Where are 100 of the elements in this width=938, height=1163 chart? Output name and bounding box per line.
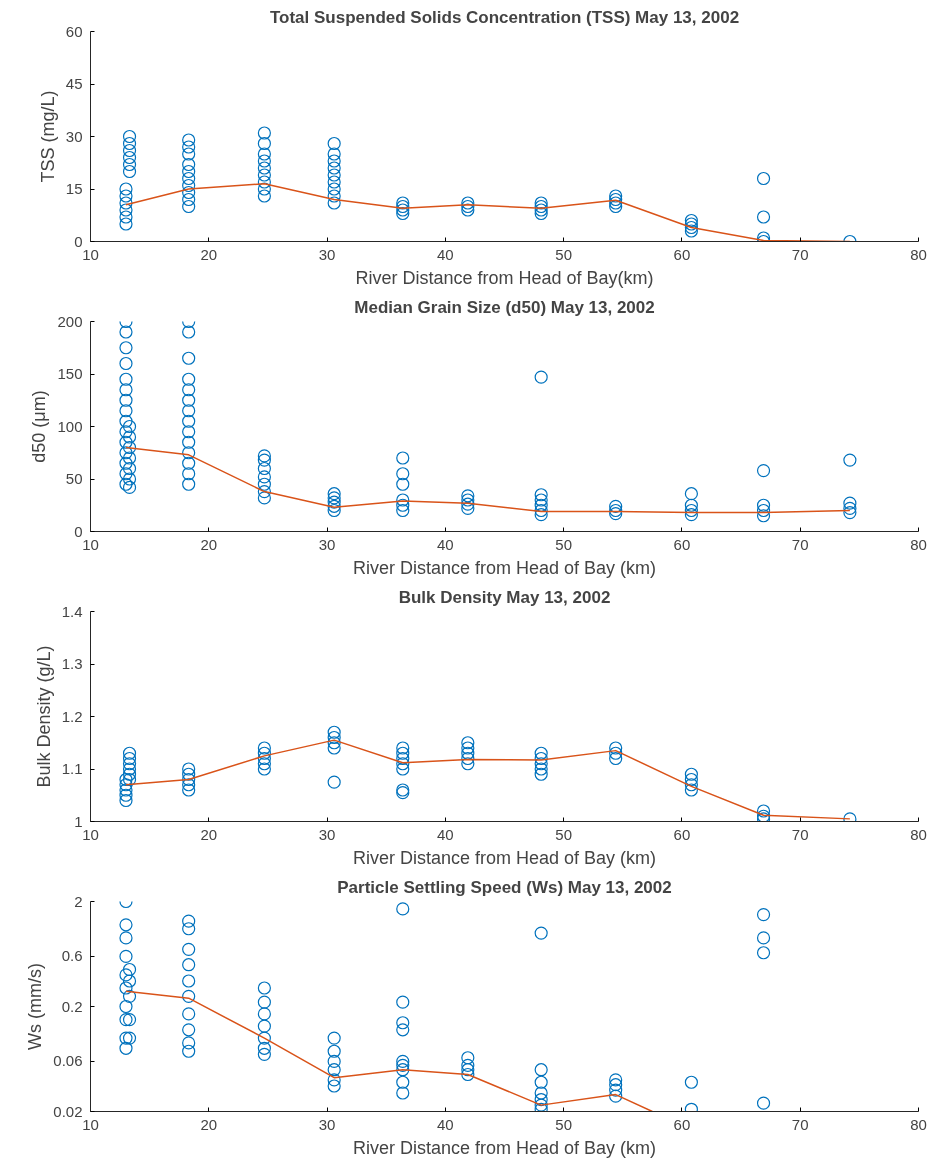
x-tick-label: 30 — [318, 245, 336, 263]
x-tick-label: 60 — [673, 825, 691, 843]
x-tick-label: 40 — [437, 825, 454, 843]
point — [756, 804, 771, 818]
x-tick-label: 80 — [910, 825, 927, 843]
y-tick-label: 0.2 — [61, 997, 83, 1015]
x-axis-title: River Distance from Head of Bay (km) — [352, 557, 657, 578]
point — [327, 730, 341, 745]
y-tick-label: 200 — [57, 312, 83, 330]
x-tick-label: 10 — [82, 535, 99, 553]
point — [396, 762, 410, 776]
point — [534, 757, 548, 771]
line-series — [125, 739, 851, 820]
point — [534, 746, 548, 760]
x-tick-label: 20 — [200, 245, 218, 263]
point — [396, 746, 410, 760]
point — [119, 783, 133, 797]
x-axis-title: River Distance from Head of Bay (km) — [352, 847, 657, 868]
x-tick-label: 70 — [791, 825, 809, 843]
point — [119, 778, 133, 792]
x-tick-label: 80 — [910, 245, 927, 263]
point — [122, 757, 137, 771]
point — [327, 725, 341, 739]
point — [461, 741, 475, 755]
point — [122, 762, 137, 776]
point — [182, 778, 196, 792]
point — [257, 762, 271, 776]
x-tick-label: 50 — [555, 245, 572, 263]
point — [182, 762, 196, 776]
chart-title: Particle Settling Speed (Ws) May 13, 2002 — [337, 877, 672, 897]
chart-title: Total Suspended Solids Concentration (TSS) May 13, 2002 — [269, 7, 740, 27]
point — [119, 788, 133, 802]
x-tick-label: 50 — [555, 535, 572, 553]
y-tick-label: 0.02 — [53, 1102, 83, 1120]
x-tick-label: 40 — [437, 1115, 454, 1133]
x-tick-label: 70 — [791, 245, 809, 263]
y-axis-title: Bulk Density (g/L) — [33, 645, 54, 788]
point — [257, 741, 271, 755]
point — [119, 793, 133, 808]
point — [609, 741, 623, 755]
point — [396, 751, 410, 766]
y-axis-title: d50 (μm) — [29, 390, 50, 463]
x-tick-label: 70 — [791, 535, 809, 553]
y-tick-label: 0.06 — [53, 1052, 83, 1070]
point — [327, 736, 341, 750]
x-tick-label: 30 — [318, 535, 336, 553]
y-tick-label: 0 — [74, 522, 83, 540]
y-tick-label: 50 — [65, 470, 83, 487]
point — [461, 746, 475, 760]
point — [122, 767, 137, 781]
x-tick-label: 10 — [82, 1115, 99, 1133]
point — [182, 772, 196, 787]
y-tick-label: 0 — [74, 232, 83, 250]
y-tick-label: 150 — [57, 365, 83, 382]
x-tick-label: 80 — [910, 1115, 927, 1133]
y-axis-title: Ws (mm/s) — [25, 963, 46, 1050]
point — [684, 778, 698, 792]
point — [609, 751, 623, 766]
y-tick-label: 1.4 — [61, 602, 83, 620]
y-tick-label: 1 — [74, 812, 83, 830]
point — [843, 812, 857, 822]
point — [684, 772, 698, 787]
y-tick-label: 1.2 — [61, 707, 83, 725]
y-tick-label: 2 — [74, 892, 83, 910]
point — [534, 767, 548, 781]
point — [684, 783, 698, 797]
point — [396, 741, 410, 755]
point — [122, 772, 137, 787]
x-tick-label: 40 — [437, 535, 454, 553]
x-tick-label: 80 — [910, 535, 927, 553]
point — [534, 762, 548, 776]
point — [119, 772, 133, 787]
point — [534, 751, 548, 766]
x-tick-label: 50 — [555, 1115, 572, 1133]
point — [257, 757, 271, 771]
y-tick-label: 45 — [65, 75, 83, 92]
point — [684, 767, 698, 781]
x-tick-label: 20 — [200, 535, 218, 553]
x-tick-label: 60 — [673, 1115, 691, 1133]
y-tick-label: 60 — [65, 22, 83, 40]
point — [396, 757, 410, 771]
point — [609, 746, 623, 760]
x-tick-label: 40 — [437, 245, 454, 263]
point — [122, 746, 137, 760]
point — [327, 741, 341, 755]
x-tick-label: 30 — [318, 825, 336, 843]
point — [122, 751, 137, 766]
y-tick-label: 30 — [65, 127, 83, 145]
x-axis-title: River Distance from Head of Bay(km) — [355, 267, 654, 288]
point — [257, 751, 271, 766]
x-tick-label: 20 — [200, 1115, 218, 1133]
line-series — [125, 990, 654, 1112]
x-tick-label: 30 — [318, 1115, 336, 1133]
x-tick-label: 10 — [82, 825, 99, 843]
point — [461, 757, 475, 771]
x-tick-label: 50 — [555, 825, 572, 843]
point — [327, 775, 341, 789]
x-tick-label: 10 — [82, 245, 99, 263]
point — [182, 767, 196, 781]
x-tick-label: 20 — [200, 825, 218, 843]
